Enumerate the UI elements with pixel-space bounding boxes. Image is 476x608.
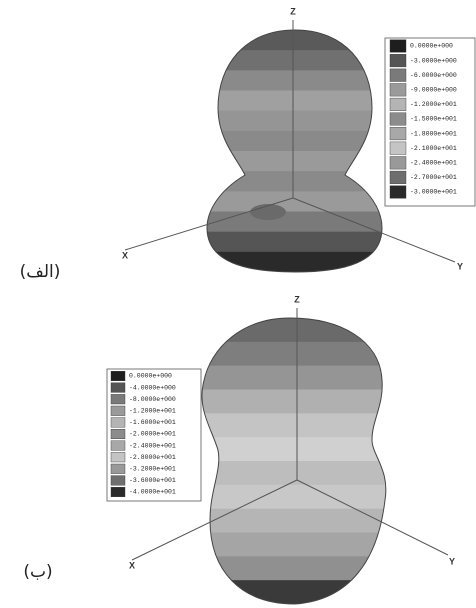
spot bbox=[250, 204, 286, 220]
x-axis bbox=[131, 479, 298, 561]
legend-swatch bbox=[110, 463, 126, 474]
panel-label: (ب) bbox=[23, 562, 52, 582]
legend-swatch bbox=[110, 440, 126, 451]
legend-label: -3.0000e+001 bbox=[410, 189, 457, 196]
legend-label: -2.8000e+001 bbox=[129, 454, 176, 461]
surface-band bbox=[201, 437, 386, 462]
legend-swatch bbox=[110, 394, 126, 405]
surface-band bbox=[207, 30, 382, 52]
legend-swatch bbox=[389, 141, 407, 155]
legend-label: -4.0000e+001 bbox=[129, 489, 176, 496]
legend-label: -6.0000e+000 bbox=[410, 72, 457, 79]
z-label: Z bbox=[294, 294, 300, 304]
surface-band bbox=[201, 318, 386, 343]
legend-swatch bbox=[389, 97, 407, 111]
legend-label: -2.4000e+001 bbox=[410, 160, 457, 167]
legend-swatch bbox=[110, 382, 126, 393]
panel-label: (الف) bbox=[20, 262, 61, 282]
legend-label: -1.2000e+001 bbox=[410, 101, 457, 108]
legend-swatch bbox=[110, 429, 126, 440]
legend-label: -2.7000e+001 bbox=[410, 174, 457, 181]
surface-band bbox=[201, 461, 386, 486]
legend-swatch bbox=[389, 156, 407, 170]
y-label: Y bbox=[449, 556, 455, 566]
legend-label: -9.0000e+000 bbox=[410, 87, 457, 94]
legend-label: -2.1000e+001 bbox=[410, 145, 457, 152]
surface-band bbox=[201, 389, 386, 415]
legend-swatch bbox=[110, 417, 126, 428]
y-label: Y bbox=[457, 261, 463, 271]
surface-band bbox=[207, 171, 382, 193]
legend-label: -1.8000e+001 bbox=[410, 130, 457, 137]
legend-label: -3.0000e+000 bbox=[410, 57, 457, 64]
surface-band bbox=[201, 365, 386, 391]
legend-swatch bbox=[110, 475, 126, 486]
surface-band bbox=[207, 130, 382, 152]
surface-band bbox=[201, 484, 386, 510]
legend-label: -2.4000e+001 bbox=[129, 442, 176, 449]
legend-swatch bbox=[110, 405, 126, 416]
surface-band bbox=[201, 556, 386, 582]
surface-band bbox=[207, 90, 382, 112]
legend-swatch bbox=[389, 39, 407, 53]
legend-swatch bbox=[389, 83, 407, 97]
legend-label: -8.0000e+000 bbox=[129, 396, 176, 403]
outline bbox=[206, 29, 383, 273]
legend-swatch bbox=[110, 371, 126, 382]
surface-band bbox=[201, 341, 386, 367]
surface-band bbox=[201, 508, 386, 534]
surface-band bbox=[201, 532, 386, 558]
surface-band bbox=[207, 70, 382, 92]
legend-swatch bbox=[389, 54, 407, 68]
legend-label: -4.0000e+000 bbox=[129, 384, 176, 391]
surface-band bbox=[207, 211, 382, 233]
body-b bbox=[201, 318, 386, 604]
surface-band bbox=[207, 151, 382, 173]
legend-label: -1.5000e+001 bbox=[410, 116, 457, 123]
legend-swatch bbox=[389, 112, 407, 126]
legend-label: -3.6000e+001 bbox=[129, 477, 176, 484]
x-axis bbox=[124, 197, 294, 251]
legend-swatch bbox=[389, 185, 407, 199]
legend-label: -2.0000e+001 bbox=[129, 431, 176, 438]
surface-band bbox=[201, 580, 386, 604]
surface-band bbox=[207, 191, 382, 213]
z-label: Z bbox=[290, 6, 296, 16]
legend-label: 0.0000e+000 bbox=[410, 43, 453, 50]
legend-label: -1.2000e+001 bbox=[129, 408, 176, 415]
legend-swatch bbox=[389, 170, 407, 184]
legend-label: 0.0000e+000 bbox=[129, 373, 172, 380]
surface-band bbox=[201, 413, 386, 439]
legend-swatch bbox=[110, 452, 126, 463]
surface-band bbox=[207, 251, 382, 272]
legend-label: -1.6000e+001 bbox=[129, 419, 176, 426]
legend-swatch bbox=[110, 487, 126, 498]
legend-swatch bbox=[389, 127, 407, 141]
x-label: X bbox=[122, 250, 128, 260]
body-a bbox=[207, 30, 382, 272]
surface-band bbox=[207, 50, 382, 72]
y-axis bbox=[296, 479, 449, 556]
surface-band bbox=[207, 231, 382, 253]
legend-swatch bbox=[389, 68, 407, 82]
legend-label: -3.2000e+001 bbox=[129, 466, 176, 473]
panel-b: Z X Y (ب) 0.0000e+000 -4.0000e+000 -8.0000… bbox=[23, 294, 455, 605]
outline bbox=[201, 317, 387, 605]
panel-a: Z X Y (الف) 0.0000e+000 -3.0000e+000 -6.00… bbox=[20, 6, 476, 282]
surface-band bbox=[207, 110, 382, 132]
y-axis bbox=[292, 197, 456, 263]
x-label: X bbox=[129, 560, 135, 570]
